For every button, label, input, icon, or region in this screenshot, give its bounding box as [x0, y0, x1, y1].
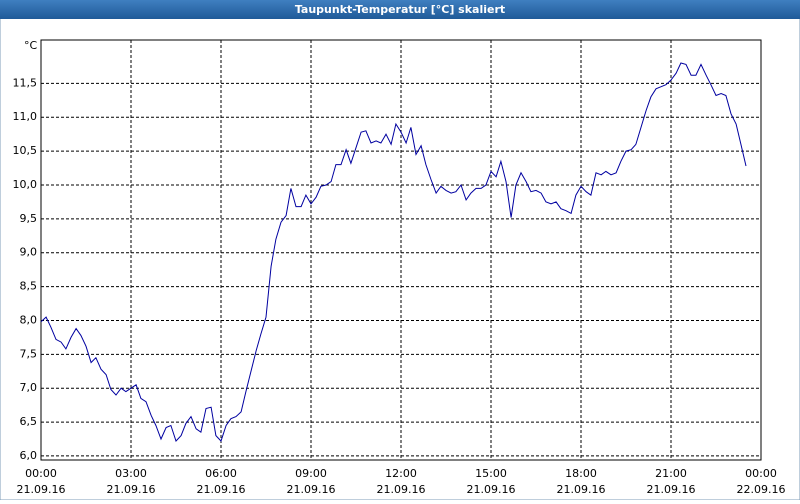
x-tick-date: 21.09.16: [377, 483, 426, 496]
y-tick-label: 10,0: [13, 178, 38, 191]
title-bar: [0, 0, 800, 19]
y-tick-label: 11,0: [13, 110, 38, 123]
x-tick-date: 22.09.16: [737, 483, 786, 496]
y-tick-label: 8,0: [20, 313, 38, 326]
x-tick-date: 21.09.16: [17, 483, 66, 496]
x-tick-date: 21.09.16: [647, 483, 696, 496]
y-tick-label: 9,0: [20, 246, 38, 259]
y-tick-label: 10,5: [13, 144, 38, 157]
x-tick-date: 21.09.16: [107, 483, 156, 496]
x-tick-label: 09:00: [295, 467, 327, 480]
y-tick-label: 7,5: [20, 347, 38, 360]
chart-title: Taupunkt-Temperatur [°C] skaliert: [295, 3, 505, 16]
x-tick-label: 00:00: [745, 467, 777, 480]
x-tick-date: 21.09.16: [287, 483, 336, 496]
data-line: [40, 62, 747, 442]
x-tick-label: 06:00: [205, 467, 237, 480]
x-tick-label: 00:00: [25, 467, 57, 480]
y-tick-label: 9,5: [20, 212, 38, 225]
y-tick-label: 6,0: [20, 449, 38, 462]
y-tick-label: 11,5: [13, 76, 38, 89]
x-tick-date: 21.09.16: [197, 483, 246, 496]
x-tick-label: 15:00: [475, 467, 507, 480]
x-tick-date: 21.09.16: [557, 483, 606, 496]
x-tick-label: 21:00: [655, 467, 687, 480]
x-tick-label: 12:00: [385, 467, 417, 480]
x-tick-label: 18:00: [565, 467, 597, 480]
y-tick-label: 6,5: [20, 415, 38, 428]
y-tick-label: 7,0: [20, 381, 38, 394]
x-tick-date: 21.09.16: [467, 483, 516, 496]
x-tick-label: 03:00: [115, 467, 147, 480]
y-tick-label: 8,5: [20, 280, 38, 293]
y-axis-label: °C: [24, 39, 38, 52]
